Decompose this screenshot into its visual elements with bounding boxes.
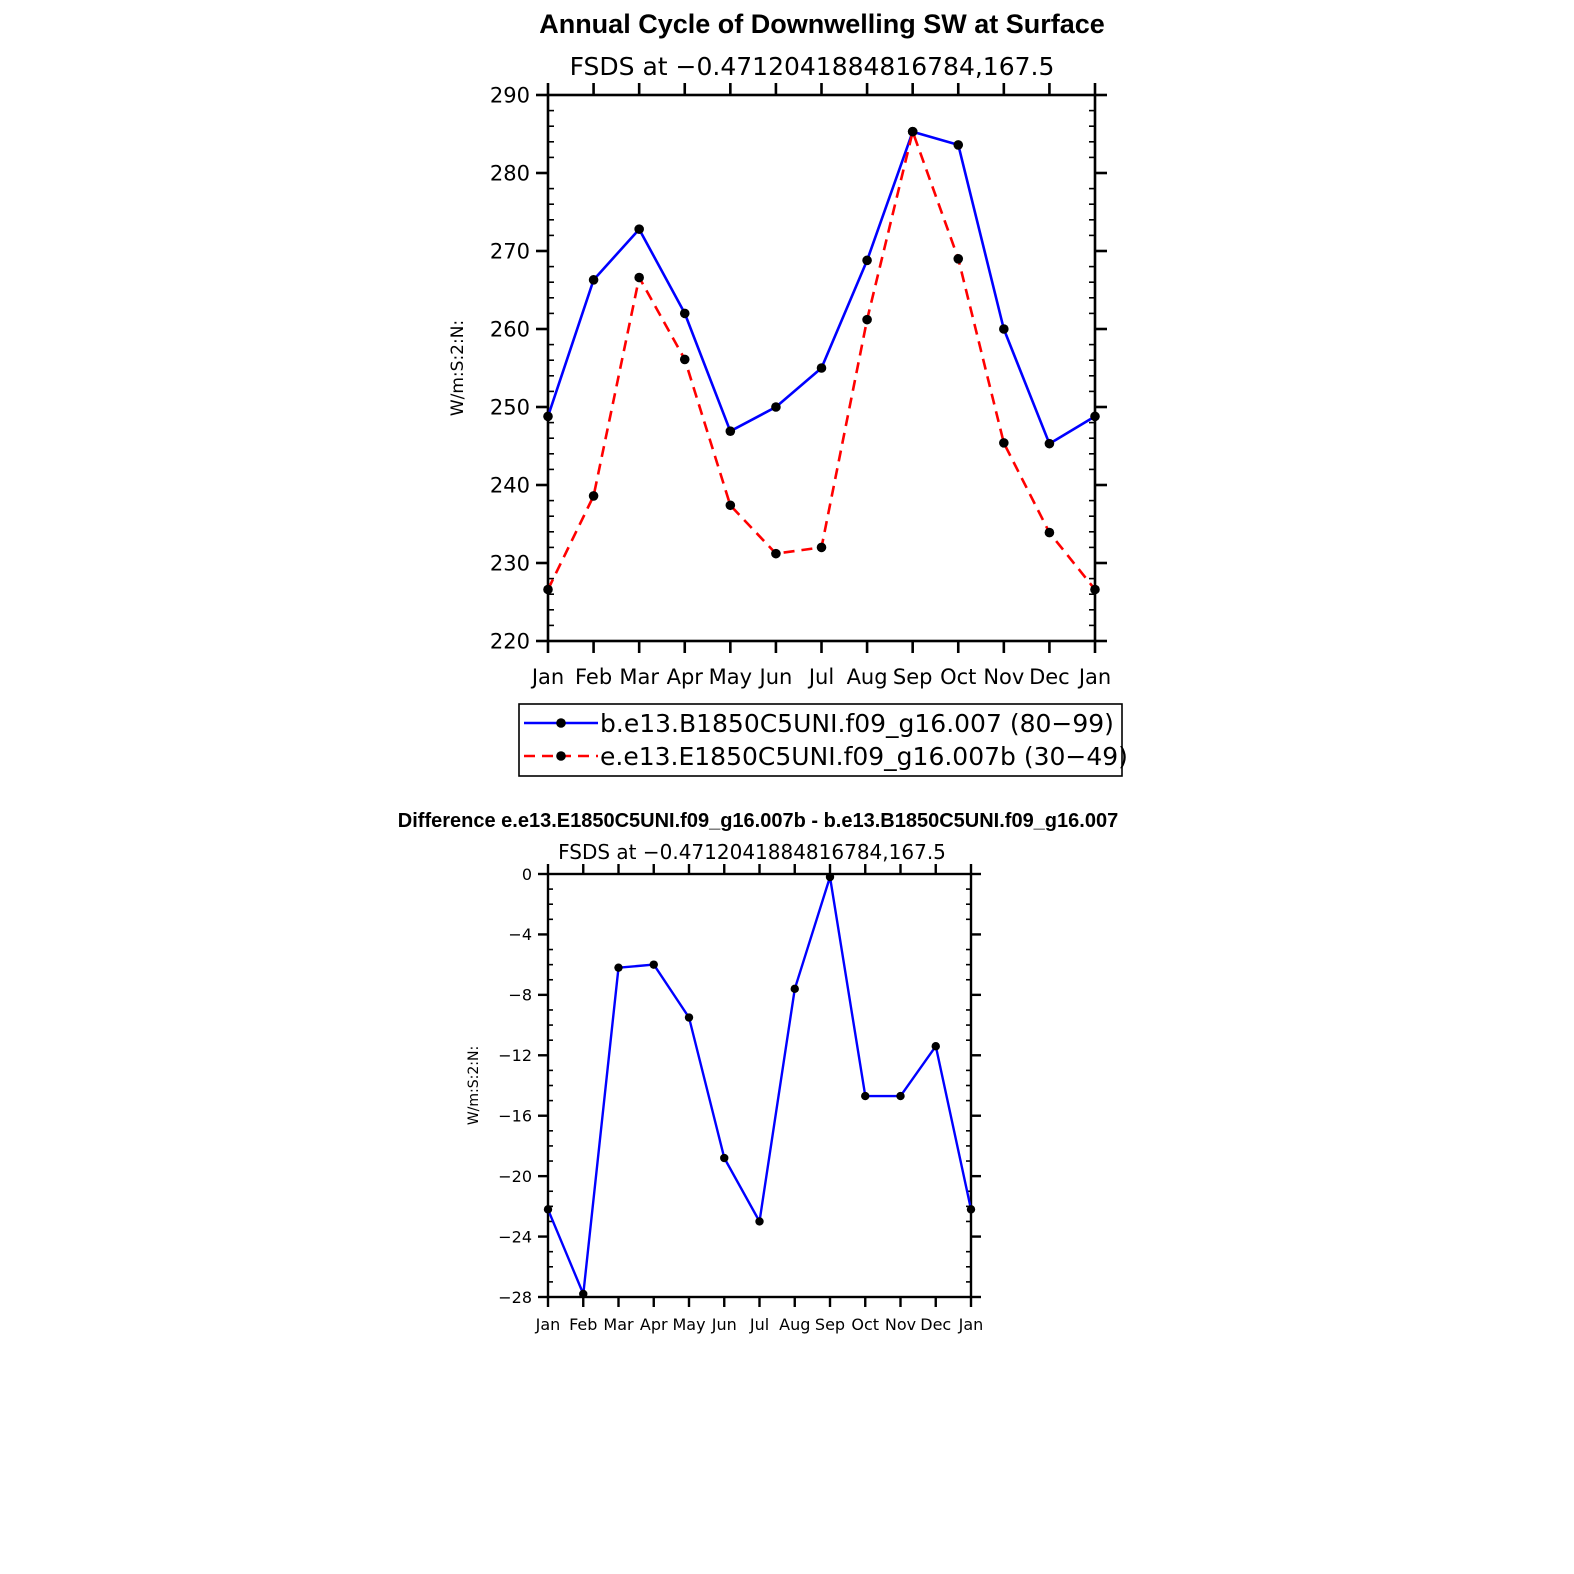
legend-marker	[556, 718, 566, 728]
y-tick-label: 280	[490, 162, 530, 186]
x-tick-label: Jul	[807, 665, 834, 689]
data-point	[725, 426, 736, 436]
x-tick-label: Dec	[1029, 665, 1070, 689]
data-point	[1090, 411, 1100, 422]
chart-title: Annual Cycle of Downwelling SW at Surfac…	[539, 9, 1105, 39]
x-tick-label: Jun	[711, 1315, 737, 1334]
x-tick-label: Jan	[535, 1315, 561, 1334]
data-point	[771, 402, 781, 412]
legend-box	[518, 703, 1123, 777]
data-point	[999, 438, 1009, 448]
x-tick-label: Sep	[815, 1315, 845, 1334]
data-point	[816, 542, 827, 553]
data-point	[931, 1042, 940, 1051]
x-tick-label: Jun	[758, 665, 793, 689]
data-point	[999, 324, 1009, 334]
x-tick-label: Mar	[619, 665, 659, 689]
data-point	[634, 224, 644, 234]
x-tick-label: Aug	[847, 665, 888, 689]
y-axis-title: W/m:S:2:N:	[466, 1046, 482, 1125]
chart-subtitle: FSDS at −0.4712041884816784,167.5	[570, 52, 1055, 81]
data-point	[816, 363, 827, 373]
data-point	[953, 253, 964, 264]
series-line-1	[546, 130, 1096, 446]
x-tick-label: Mar	[603, 1315, 634, 1334]
y-tick-label: −20	[498, 1167, 532, 1186]
y-tick-label: 230	[490, 552, 530, 576]
series-line-2	[546, 130, 1097, 591]
y-tick-label: −24	[498, 1227, 532, 1246]
data-point	[579, 1289, 588, 1299]
data-point	[684, 1013, 694, 1022]
data-point	[588, 491, 599, 501]
data-point	[862, 255, 872, 266]
x-tick-label: Jan	[958, 1315, 984, 1334]
x-tick-label: Jan	[1077, 665, 1111, 689]
data-point	[825, 872, 835, 882]
x-tick-label: Nov	[983, 665, 1024, 689]
data-point	[679, 308, 690, 319]
data-point	[679, 354, 690, 365]
chart-title: Difference e.e13.E1850C5UNI.f09_g16.007b…	[398, 810, 1118, 832]
x-tick-label: Dec	[920, 1315, 951, 1334]
data-point	[725, 500, 736, 511]
y-tick-label: 250	[490, 396, 530, 420]
x-tick-label: Apr	[667, 665, 704, 689]
data-point	[543, 584, 553, 595]
y-tick-label: 220	[490, 630, 530, 654]
y-tick-label: 260	[490, 318, 530, 342]
series-line-1	[546, 875, 973, 1296]
x-tick-label: Apr	[640, 1315, 668, 1334]
x-tick-label: Jan	[530, 665, 564, 689]
x-tick-label: Feb	[569, 1315, 597, 1334]
x-tick-label: Jul	[749, 1315, 769, 1334]
y-tick-label: −16	[498, 1106, 532, 1125]
data-point	[1090, 584, 1100, 595]
data-point	[907, 126, 918, 137]
data-point	[1044, 438, 1055, 449]
data-point	[790, 984, 799, 994]
data-point	[634, 272, 644, 283]
x-tick-label: Nov	[885, 1315, 916, 1334]
y-tick-label: −8	[508, 986, 532, 1005]
data-point	[861, 1091, 870, 1101]
chart-subtitle: FSDS at −0.4712041884816784,167.5	[558, 840, 946, 864]
y-tick-label: −4	[508, 925, 532, 944]
legend-entry-label: b.e13.B1850C5UNI.f09_g16.007 (80−99)	[600, 709, 1114, 738]
x-tick-label: Oct	[940, 665, 976, 689]
data-point	[543, 411, 553, 422]
data-point	[614, 963, 623, 972]
data-point	[862, 314, 872, 325]
data-point	[966, 1205, 976, 1214]
y-tick-label: 240	[490, 474, 530, 498]
y-tick-label: −12	[498, 1046, 532, 1065]
data-point	[953, 140, 964, 150]
data-point	[588, 275, 599, 285]
data-point	[771, 548, 781, 559]
y-tick-label: −28	[498, 1288, 532, 1307]
data-point	[543, 1205, 553, 1214]
y-tick-label: 290	[490, 84, 530, 108]
y-tick-label: 270	[490, 240, 530, 264]
data-point	[720, 1153, 729, 1163]
data-point	[649, 960, 658, 969]
y-axis-title: W/m:S:2:N:	[448, 320, 468, 416]
legend-entry-label: e.e13.E1850C5UNI.f09_g16.007b (30−49)	[600, 742, 1128, 771]
data-point	[1044, 527, 1055, 538]
x-tick-label: Sep	[893, 665, 933, 689]
chart-1: Annual Cycle of Downwelling SW at Surfac…	[448, 9, 1128, 777]
x-tick-label: Feb	[575, 665, 612, 689]
data-point	[755, 1217, 764, 1226]
data-point	[896, 1091, 905, 1101]
x-tick-label: Oct	[851, 1315, 879, 1334]
legend: b.e13.B1850C5UNI.f09_g16.007 (80−99) e.e1…	[518, 703, 1128, 777]
x-tick-label: May	[709, 665, 752, 689]
chart-2: Difference e.e13.E1850C5UNI.f09_g16.007b…	[398, 810, 1118, 1334]
x-tick-label: May	[672, 1315, 705, 1334]
legend-marker	[556, 751, 566, 761]
x-tick-label: Aug	[779, 1315, 810, 1334]
y-tick-label: 0	[522, 865, 532, 884]
